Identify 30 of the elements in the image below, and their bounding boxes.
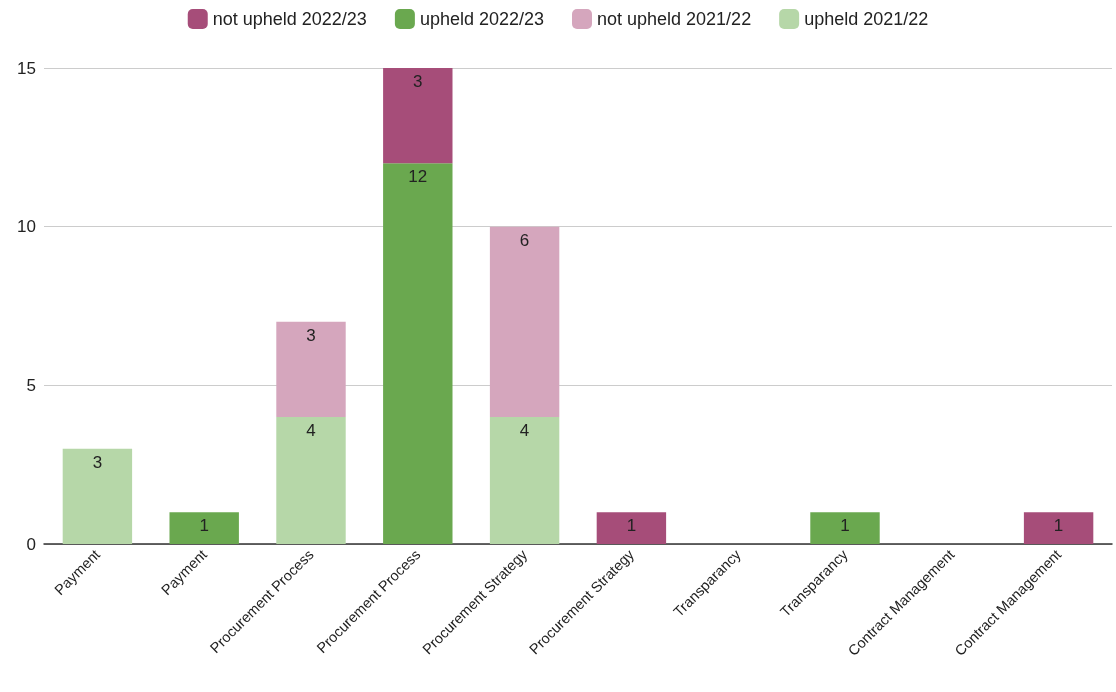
data-label: 4	[519, 421, 530, 441]
legend-label: upheld 2022/23	[419, 9, 545, 29]
data-label: 1	[1053, 516, 1064, 536]
data-label: 3	[306, 325, 316, 345]
y-tick-label: 10	[17, 217, 36, 237]
legend-label: not upheld 2021/22	[597, 9, 752, 29]
bar	[276, 321, 346, 418]
bar	[596, 512, 667, 544]
data-label: 3	[92, 452, 103, 472]
bar	[169, 512, 239, 544]
bar	[383, 68, 453, 164]
legend-label: not upheld 2022/23	[212, 9, 367, 29]
bar	[62, 448, 133, 544]
y-tick-label: 15	[17, 58, 36, 78]
data-label: 4	[306, 421, 316, 441]
bar	[1023, 512, 1094, 544]
bar	[276, 417, 346, 544]
bar	[489, 417, 560, 544]
legend-label: upheld 2021/22	[804, 9, 929, 29]
data-label: 6	[519, 230, 530, 250]
data-label: 3	[413, 72, 423, 91]
data-label: 1	[840, 516, 850, 536]
y-tick-label: 5	[26, 375, 36, 395]
data-label: 1	[199, 516, 209, 536]
data-label: 12	[408, 167, 428, 187]
bar	[383, 163, 453, 544]
y-tick-label: 0	[26, 534, 36, 554]
bar	[810, 512, 880, 544]
data-label: 1	[626, 516, 637, 536]
bar	[489, 226, 560, 418]
